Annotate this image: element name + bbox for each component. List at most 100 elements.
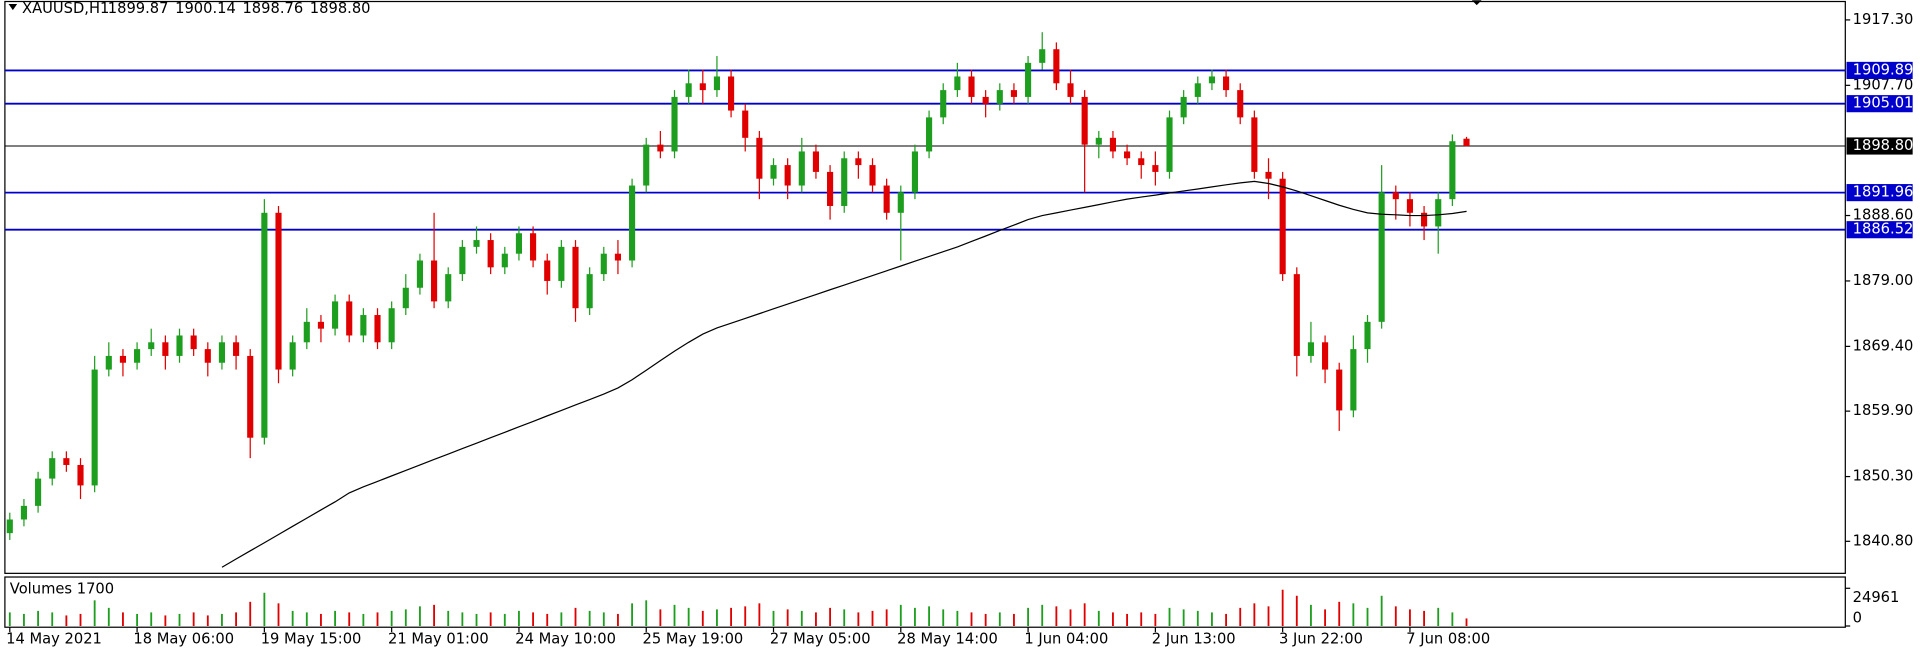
volume-title: Volumes 1700 [10,580,114,597]
candle-body [926,117,933,152]
x-tick-label: 28 May 14:00 [897,630,998,647]
candle-body [1322,342,1329,370]
candle-body [1067,83,1074,97]
x-tick-label: 18 May 06:00 [133,630,234,647]
candle-body [501,253,508,268]
candle-body [445,274,452,302]
candle-body [968,76,975,97]
current-price-label: 1898.80 [1853,137,1914,154]
candle-body [416,260,423,288]
candle-body [134,349,141,363]
shift-marker [1471,0,1482,6]
candle-body [1109,137,1116,152]
y-tick-label: 1888.60 [1853,207,1914,224]
symbol: XAUUSD,H1 [22,0,109,17]
quote-high: 1900.14 [175,0,236,17]
candle-body [869,165,876,186]
candle-body [346,301,353,336]
candle-body [1265,171,1272,179]
candle-body [1364,321,1371,350]
candle-body [1336,369,1343,411]
level-label: 1905.01 [1853,95,1914,112]
candle-body [827,171,834,206]
candle-body [671,96,678,152]
candle-body [1095,137,1102,145]
candle-body [770,165,777,179]
x-tick-label: 24 May 10:00 [515,630,616,647]
candle-body [699,83,706,91]
candle-body [586,274,593,309]
candle-body [63,458,70,465]
candle-body [1350,349,1357,411]
level-label-bg [1846,61,1913,79]
candle-body [911,151,918,193]
y-tick-label: 1879.00 [1853,272,1914,289]
candle-body [713,76,720,91]
candle-body [728,76,735,111]
candle-body [459,246,466,275]
volume-frame [4,576,1846,628]
candle-body [841,158,848,206]
candle-body [247,355,254,438]
candle-body [473,240,480,247]
menu-arrow[interactable] [8,3,18,11]
y-tick-label: 1850.30 [1853,468,1914,485]
candle-body [1237,90,1244,118]
candle-body [218,342,225,363]
candle-body [1124,151,1131,159]
candle-body [1392,192,1399,200]
candle-body [487,240,494,268]
volume-tick-label: 24961 [1853,589,1900,606]
candle-body [303,321,310,343]
candle-body [190,335,197,350]
candle-body [1378,192,1385,322]
candle-body [954,76,961,91]
candle-body [176,335,183,356]
x-tick-label: 21 May 01:00 [388,630,489,647]
candle-body [119,355,126,363]
candle-body [91,369,98,486]
candle-body [1138,158,1145,166]
y-tick-label: 1840.80 [1853,532,1914,549]
candle-body [1421,212,1428,227]
candle-body [35,478,42,506]
candle-body [1406,199,1413,213]
level-label: 1891.96 [1853,184,1914,201]
level-label: 1886.52 [1853,221,1914,238]
x-tick-label: 25 May 19:00 [643,630,744,647]
candle-body [1039,49,1046,63]
candle-body [204,349,211,363]
candle-body [1180,96,1187,118]
candle-body [105,355,112,370]
candle-body [544,260,551,281]
candle-body [1463,138,1470,147]
volume-tick-label: 0 [1853,610,1862,627]
candle-body [1152,165,1159,172]
x-tick-label: 3 Jun 22:00 [1279,630,1363,647]
y-tick-label: 1907.70 [1853,76,1914,93]
y-tick-label: 1917.30 [1853,11,1914,28]
candle-body [897,192,904,213]
candle-body [614,253,621,261]
candle-body [798,151,805,186]
candle-body [855,158,862,166]
moving-average [221,180,1467,568]
quote-open: 1899.87 [108,0,169,17]
candle-body [148,342,155,350]
candle-body [530,233,537,261]
candle-body [515,233,522,254]
candle-body [162,342,169,356]
candle-body [1435,199,1442,227]
current-price-bg [1846,137,1913,155]
candle-body [1293,274,1300,356]
candle-body [1251,117,1258,172]
level-label-bg [1846,221,1913,239]
candle-body [1279,178,1286,275]
candle-body [572,246,579,309]
candle-body [1223,76,1230,91]
x-tick-label: 19 May 15:00 [261,630,362,647]
price-frame [4,0,1846,574]
